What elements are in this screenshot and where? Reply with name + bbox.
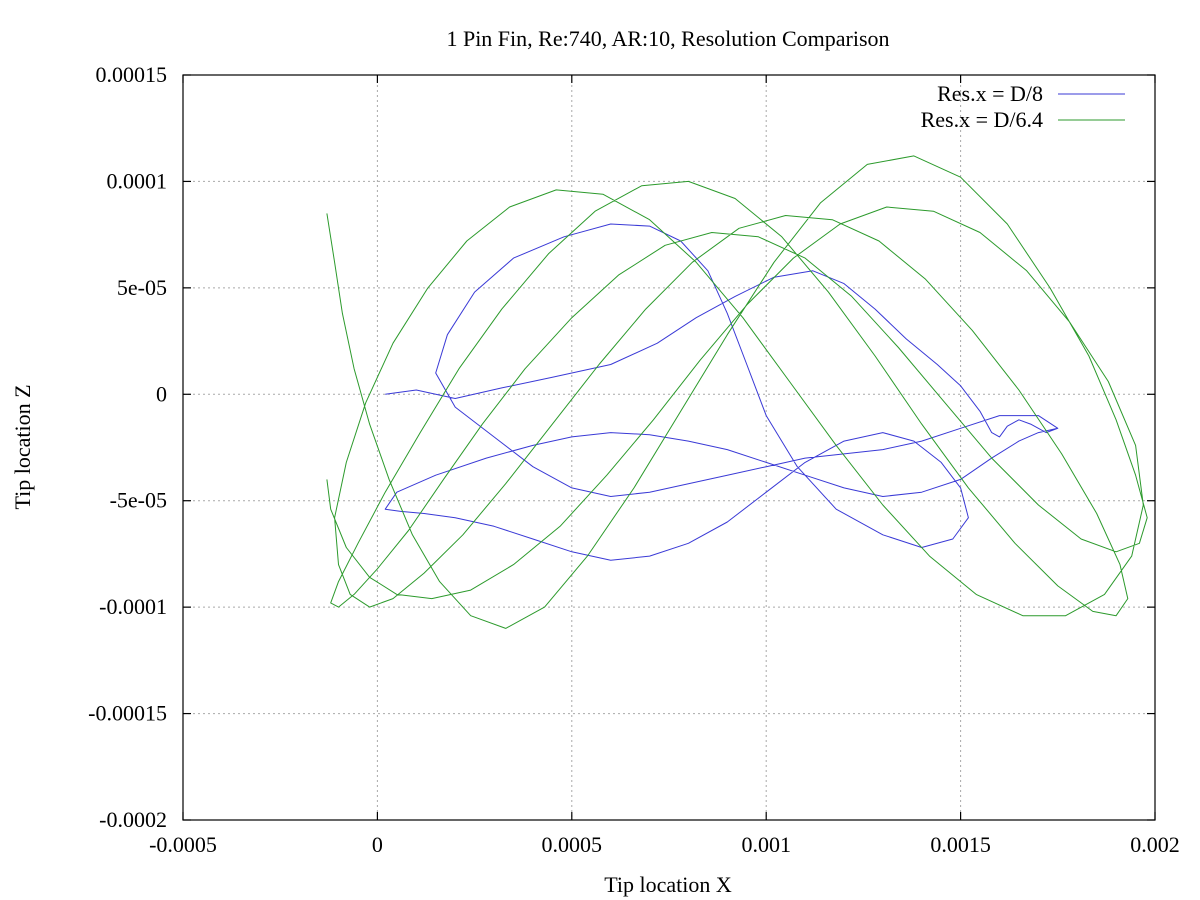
x-tick-label: -0.0005 — [149, 832, 217, 857]
y-tick-label: -0.00015 — [88, 701, 167, 726]
plot-frame — [182, 74, 1156, 821]
y-tick-label: 0.00015 — [96, 62, 168, 87]
chart-title: 1 Pin Fin, Re:740, AR:10, Resolution Com… — [446, 26, 889, 51]
y-tick-label: 5e-05 — [117, 275, 167, 300]
series-line-0 — [384, 223, 1059, 561]
grid — [183, 75, 1155, 820]
series-line-1 — [326, 155, 1148, 629]
x-tick-label: 0.001 — [741, 832, 791, 857]
y-tick-label: 0.0001 — [107, 168, 168, 193]
x-tick-label: 0.0015 — [930, 832, 991, 857]
y-axis-label: Tip location Z — [10, 384, 35, 509]
legend-label-res-d8: Res.x = D/8 — [937, 81, 1043, 106]
legend: Res.x = D/8 Res.x = D/6.4 — [921, 81, 1125, 132]
x-tick-label: 0 — [372, 832, 383, 857]
y-tick-label: -5e-05 — [110, 488, 167, 513]
y-tick-label: -0.0002 — [99, 807, 167, 832]
series-layer — [326, 155, 1148, 629]
axis-ticks: -0.0005 0 0.0005 0.001 0.0015 0.002 -0.0002 -0.… — [88, 62, 1180, 857]
x-tick-label: 0.002 — [1130, 832, 1180, 857]
y-tick-label: 0 — [156, 381, 167, 406]
y-tick-label: -0.0001 — [99, 594, 167, 619]
x-tick-label: 0.0005 — [542, 832, 603, 857]
x-axis-label: Tip location X — [604, 872, 732, 897]
legend-label-res-d6-4: Res.x = D/6.4 — [921, 107, 1043, 132]
